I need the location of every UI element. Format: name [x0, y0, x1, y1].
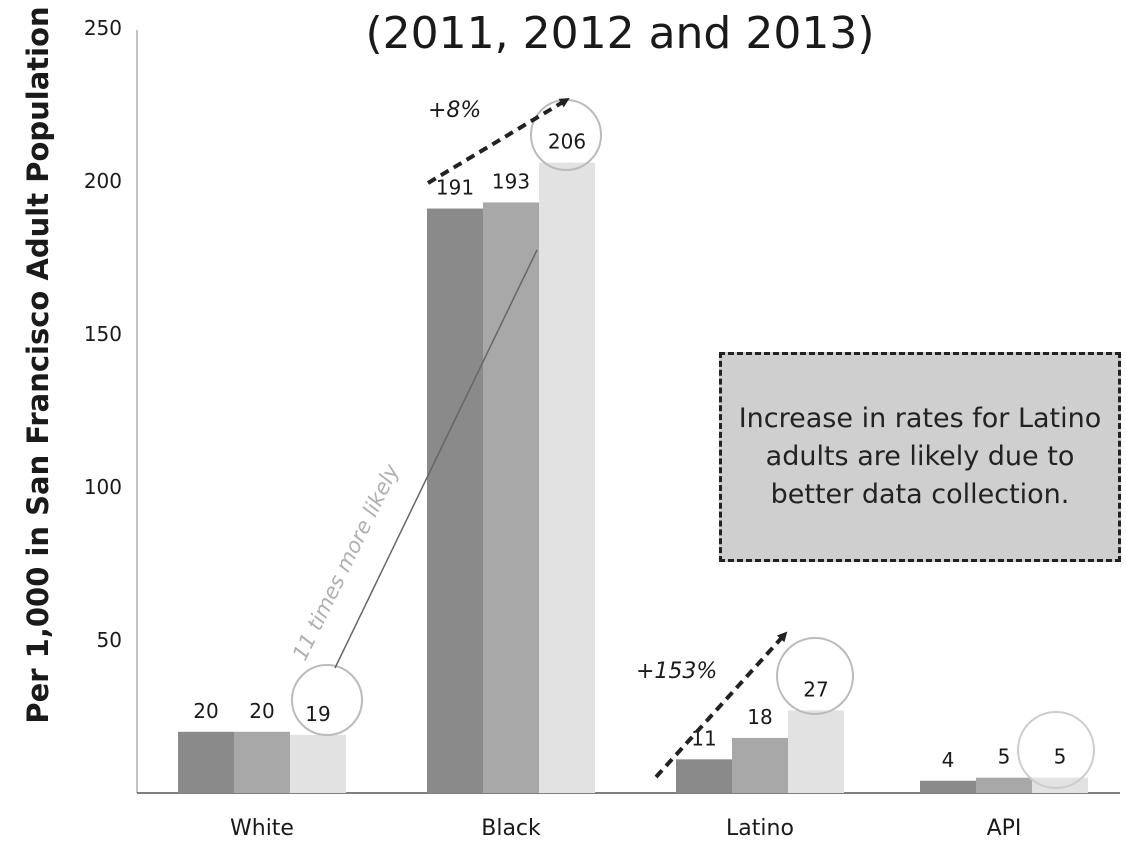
bar-white-1 — [178, 731, 234, 793]
data-label: 20 — [193, 699, 218, 723]
data-label: 193 — [492, 169, 530, 193]
bar-white-3 — [290, 734, 346, 793]
x-tick-label: Latino — [726, 816, 794, 841]
highlight-circle-latino — [776, 637, 854, 715]
chart-title: (2011, 2012 and 2013) — [366, 8, 875, 59]
bars-group — [178, 162, 1088, 794]
black-change-label: +8% — [428, 98, 481, 123]
y-tick-label: 200 — [84, 169, 122, 193]
bar-latino-2 — [732, 737, 788, 793]
x-tick-label: White — [230, 816, 294, 841]
data-label: 11 — [691, 726, 716, 750]
data-label: 18 — [747, 705, 772, 729]
bar-latino-1 — [676, 759, 732, 793]
ratio-connector-line — [334, 249, 538, 669]
data-label: 206 — [548, 130, 586, 154]
y-axis-label: Per 1,000 in San Francisco Adult Populat… — [21, 6, 55, 723]
data-label: 5 — [1054, 745, 1067, 769]
y-tick-label: 250 — [84, 16, 122, 40]
bar-white-2 — [234, 731, 290, 793]
bar-api-2 — [976, 777, 1032, 793]
bar-latino-3 — [788, 710, 844, 793]
black-change-arrow — [426, 97, 570, 185]
y-tick-label: 100 — [84, 475, 122, 499]
annotation-box: Increase in rates for Latino adults are … — [719, 352, 1121, 562]
data-labels-group: 20 20 19 191 193 206 11 18 27 4 5 5 — [193, 130, 1066, 772]
y-tick-label: 50 — [97, 628, 122, 652]
y-tick-label: 150 — [84, 322, 122, 346]
x-axis-labels: White Black Latino API — [230, 816, 1021, 841]
latino-change-arrow — [654, 631, 788, 779]
highlight-circle-api — [1017, 711, 1095, 789]
latino-change-label: +153% — [636, 659, 717, 684]
x-tick-label: Black — [481, 816, 541, 841]
annotation-text: Increase in rates for Latino adults are … — [738, 403, 1102, 510]
data-label: 5 — [998, 745, 1011, 769]
highlight-circle-white — [291, 664, 363, 736]
bar-api-1 — [920, 780, 976, 793]
bar-black-1 — [427, 208, 483, 794]
y-axis-ticks: 250 200 150 100 50 — [84, 16, 122, 652]
bar-black-3 — [539, 162, 595, 793]
x-tick-label: API — [987, 816, 1022, 841]
data-label: 4 — [942, 748, 955, 772]
data-label: 19 — [305, 702, 330, 726]
data-label: 20 — [249, 699, 274, 723]
bar-black-2 — [483, 202, 539, 794]
bar-api-3 — [1032, 777, 1088, 793]
data-label: 191 — [436, 176, 474, 200]
data-label: 27 — [803, 677, 828, 701]
